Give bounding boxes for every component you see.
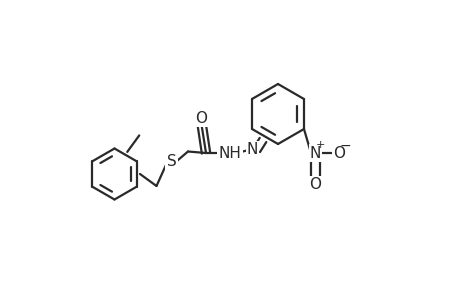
Text: −: − [338, 139, 350, 152]
Text: O: O [333, 146, 345, 160]
Text: N: N [309, 146, 320, 160]
Text: O: O [309, 177, 321, 192]
Text: N: N [246, 142, 257, 158]
Text: S: S [166, 154, 176, 169]
Text: O: O [195, 111, 207, 126]
Text: NH: NH [218, 146, 241, 160]
Text: +: + [314, 140, 324, 151]
